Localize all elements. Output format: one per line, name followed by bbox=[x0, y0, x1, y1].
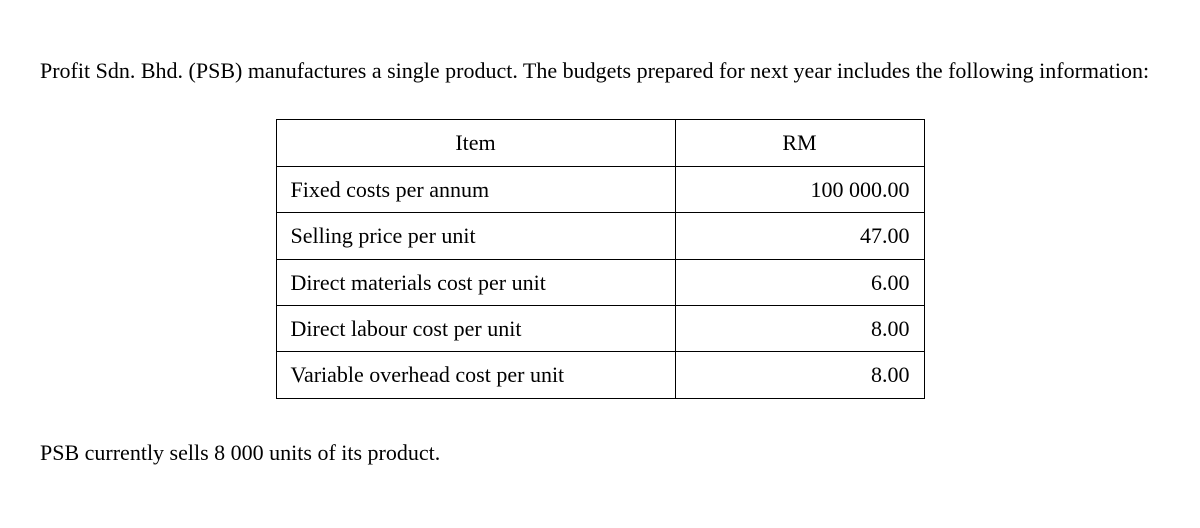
cell-item: Direct materials cost per unit bbox=[276, 259, 675, 305]
table-row: Direct materials cost per unit 6.00 bbox=[276, 259, 924, 305]
table-row: Direct labour cost per unit 8.00 bbox=[276, 305, 924, 351]
cell-rm: 47.00 bbox=[675, 213, 924, 259]
table-header-row: Item RM bbox=[276, 120, 924, 166]
budget-table: Item RM Fixed costs per annum 100 000.00… bbox=[276, 119, 925, 398]
budget-table-container: Item RM Fixed costs per annum 100 000.00… bbox=[40, 119, 1160, 398]
footer-text: PSB currently sells 8 000 units of its p… bbox=[40, 434, 1160, 471]
header-item: Item bbox=[276, 120, 675, 166]
cell-rm: 100 000.00 bbox=[675, 166, 924, 212]
table-row: Fixed costs per annum 100 000.00 bbox=[276, 166, 924, 212]
cell-rm: 8.00 bbox=[675, 305, 924, 351]
cell-item: Direct labour cost per unit bbox=[276, 305, 675, 351]
intro-text: Profit Sdn. Bhd. (PSB) manufactures a si… bbox=[40, 52, 1160, 89]
header-rm: RM bbox=[675, 120, 924, 166]
cell-rm: 6.00 bbox=[675, 259, 924, 305]
cell-item: Variable overhead cost per unit bbox=[276, 352, 675, 398]
cell-rm: 8.00 bbox=[675, 352, 924, 398]
cell-item: Selling price per unit bbox=[276, 213, 675, 259]
cell-item: Fixed costs per annum bbox=[276, 166, 675, 212]
table-row: Selling price per unit 47.00 bbox=[276, 213, 924, 259]
table-row: Variable overhead cost per unit 8.00 bbox=[276, 352, 924, 398]
